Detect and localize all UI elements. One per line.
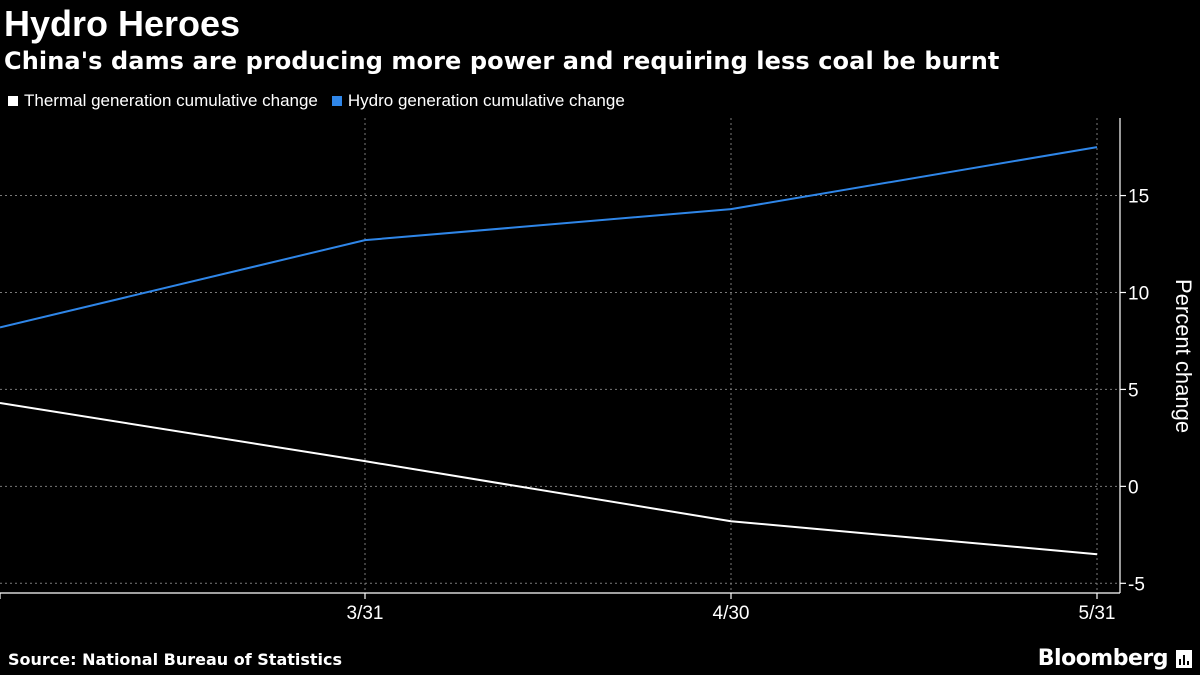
legend-item-hydro: Hydro generation cumulative change bbox=[331, 90, 625, 112]
source-note: Source: National Bureau of Statistics bbox=[8, 650, 343, 669]
x-tick-label: 3/31 bbox=[347, 603, 384, 624]
y-tick-label: 5 bbox=[1128, 380, 1139, 401]
brand-name: Bloomberg bbox=[1037, 646, 1169, 671]
legend: Thermal generation cumulative change Hyd… bbox=[8, 90, 625, 112]
legend-label-thermal: Thermal generation cumulative change bbox=[24, 91, 318, 110]
hydro-series-line bbox=[0, 146, 1098, 329]
y-tick-label: -5 bbox=[1128, 574, 1145, 595]
y-tick-label: 0 bbox=[1128, 477, 1139, 498]
chart-subtitle: China's dams are producing more power an… bbox=[4, 47, 1000, 75]
y-tick-label: 15 bbox=[1128, 187, 1149, 208]
legend-item-thermal: Thermal generation cumulative change bbox=[8, 90, 318, 112]
bloomberg-terminal-icon bbox=[1176, 649, 1192, 668]
legend-label-hydro: Hydro generation cumulative change bbox=[347, 91, 625, 110]
thermal-series-line bbox=[0, 402, 1098, 556]
y-axis-label: Percent change bbox=[1171, 279, 1196, 433]
legend-swatch-hydro bbox=[331, 96, 342, 106]
legend-swatch-thermal bbox=[8, 96, 18, 106]
y-tick-label: 10 bbox=[1128, 283, 1149, 304]
chart-title: Hydro Heroes bbox=[4, 3, 241, 44]
bloomberg-logo: Bloomberg bbox=[1038, 646, 1192, 671]
x-tick-label: 4/30 bbox=[713, 603, 750, 624]
x-tick-label: 5/31 bbox=[1079, 603, 1116, 624]
